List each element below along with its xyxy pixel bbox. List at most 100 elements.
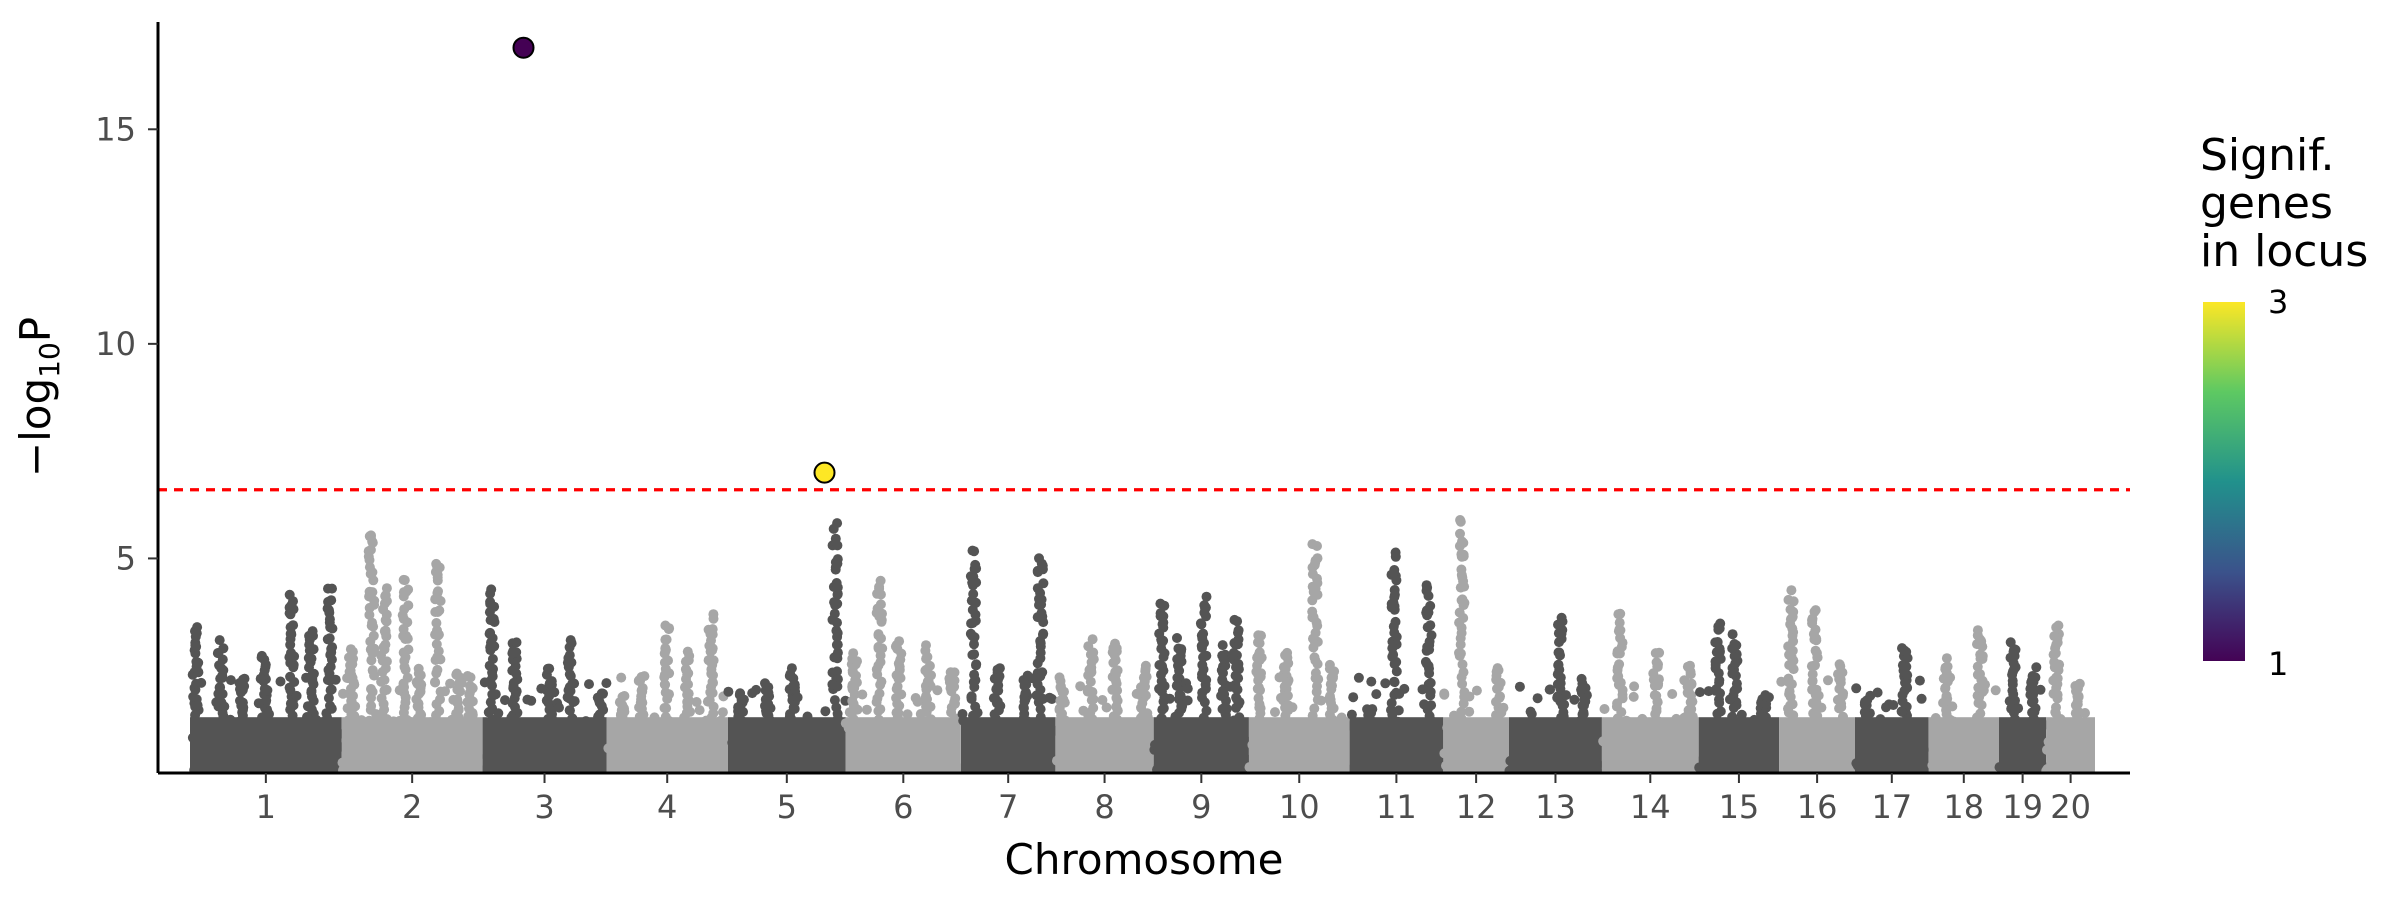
snp-point (326, 684, 337, 695)
chromosome-18-points (1927, 625, 2004, 773)
snp-point (1307, 606, 1318, 617)
snp-point (239, 673, 250, 684)
snp-point (288, 659, 299, 670)
snp-point (1532, 693, 1543, 704)
snp-point (1785, 604, 1796, 615)
snp-point (379, 626, 390, 637)
snp-point (367, 587, 378, 598)
snp-point (1896, 706, 1907, 717)
snp-point (874, 688, 885, 699)
snp-point (831, 625, 842, 636)
snp-point (1270, 707, 1280, 718)
snp-point (1389, 565, 1400, 575)
snp-point (1253, 693, 1264, 704)
snp-point (723, 686, 734, 697)
snp-point (253, 698, 264, 709)
snp-point (680, 664, 691, 675)
snp-density-band (2046, 717, 2095, 773)
snp-density-band (961, 717, 1056, 773)
snp-density-band (1055, 717, 1154, 773)
snp-point (364, 531, 375, 542)
snp-point (193, 657, 204, 668)
snp-density-band (190, 717, 342, 773)
snp-point (1172, 633, 1182, 643)
snp-point (302, 701, 313, 712)
snp-point (2049, 631, 2060, 642)
snp-point (1196, 630, 1207, 641)
snp-point (708, 655, 719, 666)
snp-point (1458, 613, 1469, 623)
x-tick-label: 5 (777, 788, 797, 826)
snp-point (440, 686, 450, 697)
snp-point (618, 702, 628, 712)
snp-point (1027, 673, 1038, 684)
snp-point (1037, 667, 1048, 678)
data-points (187, 515, 2095, 773)
x-tick-label: 7 (998, 788, 1018, 826)
snp-point (1231, 694, 1242, 705)
snp-point (792, 692, 803, 703)
snp-point (1157, 619, 1168, 630)
snp-point (932, 685, 943, 696)
snp-point (288, 620, 299, 631)
chromosome-2-points (337, 530, 488, 773)
snp-point (1614, 617, 1625, 628)
snp-point (1714, 677, 1725, 688)
snp-point (1990, 685, 2001, 696)
snp-point (1371, 689, 1382, 700)
snp-point (1348, 692, 1359, 703)
snp-point (1614, 659, 1625, 670)
snp-point (1938, 673, 1949, 684)
x-tick-label: 10 (1279, 788, 1320, 826)
snp-point (431, 618, 442, 628)
legend-max-label: 3 (2268, 283, 2288, 321)
snp-point (1420, 656, 1431, 667)
snp-point (967, 631, 978, 641)
snp-point (2051, 702, 2061, 713)
snp-point (1386, 698, 1397, 708)
snp-point (1851, 683, 1862, 694)
snp-point (1140, 690, 1151, 701)
snp-point (848, 648, 859, 659)
snp-point (225, 675, 236, 686)
snp-point (1419, 699, 1430, 710)
snp-point (1456, 549, 1467, 560)
snp-density-band (1698, 717, 1780, 773)
snp-point (485, 596, 496, 607)
chromosome-11-points (1346, 547, 1446, 773)
snp-point (1217, 650, 1228, 661)
snp-point (1346, 709, 1357, 720)
snp-point (1729, 639, 1740, 649)
snp-point (1391, 575, 1402, 586)
snp-density-band (1509, 717, 1602, 773)
snp-point (1101, 702, 1112, 713)
snp-point (1975, 649, 1986, 660)
snp-point (1888, 700, 1899, 710)
snp-point (1176, 701, 1187, 712)
snp-point (691, 697, 702, 707)
snp-point (479, 677, 490, 688)
snp-point (402, 672, 413, 683)
highlighted-loci (512, 36, 836, 484)
x-tick-label: 17 (1871, 788, 1912, 826)
snp-point (1783, 707, 1794, 718)
snp-point (398, 647, 409, 658)
snp-point (1327, 680, 1337, 691)
snp-point (323, 693, 334, 703)
snp-density-band (1601, 717, 1699, 773)
snp-point (1380, 678, 1391, 689)
snp-point (1038, 628, 1049, 639)
x-tick-label: 18 (1943, 788, 1984, 826)
snp-point (397, 682, 408, 693)
chromosome-20-points (2041, 620, 2095, 773)
snp-point (569, 678, 580, 689)
snp-point (218, 643, 229, 654)
snp-point (873, 630, 884, 641)
snp-point (1389, 585, 1400, 595)
snp-point (365, 644, 376, 655)
snp-point (1287, 702, 1298, 713)
snp-point (1421, 585, 1432, 596)
snp-density-band (341, 717, 483, 773)
snp-point (1201, 591, 1212, 602)
snp-point (2035, 684, 2046, 695)
